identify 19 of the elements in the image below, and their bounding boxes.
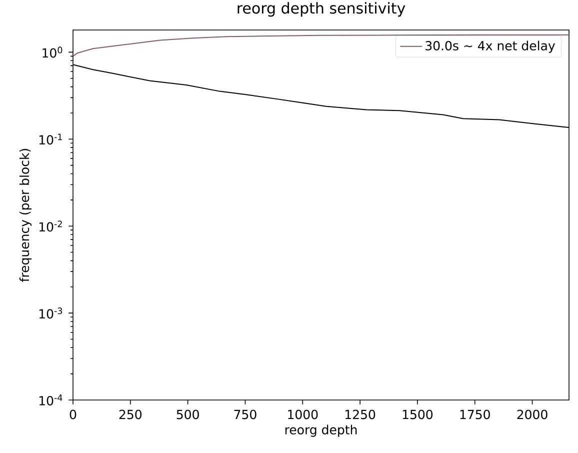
x-tick-label: 1000 [288, 410, 318, 420]
x-tick-label: 750 [234, 410, 256, 420]
x-tick-label: 1250 [346, 410, 376, 420]
x-axis-title: reorg depth [285, 424, 357, 437]
x-tick-label: 1500 [402, 410, 433, 420]
y-tick-label: 10$^{0}$ [42, 46, 62, 58]
x-tick-label: 1750 [460, 410, 490, 420]
y-axis-title: frequency (per block) [19, 148, 32, 282]
x-tick-label: 0 [70, 410, 76, 420]
y-tick-label: 10$^{-1}$ [39, 134, 62, 145]
x-tick-label: 2000 [517, 410, 548, 420]
y-tick-label: 10$^{-3}$ [39, 308, 62, 319]
legend-label: 30.0s ~ 4x net delay [426, 40, 555, 53]
x-tick-label: 500 [176, 410, 199, 420]
chart-title: reorg depth sensitivity [238, 2, 406, 17]
x-tick-label: 250 [119, 410, 142, 420]
line-series [73, 34, 570, 57]
y-tick-label: 10$^{-2}$ [39, 220, 62, 232]
y-tick-label: 10$^{-4}$ [39, 394, 62, 406]
